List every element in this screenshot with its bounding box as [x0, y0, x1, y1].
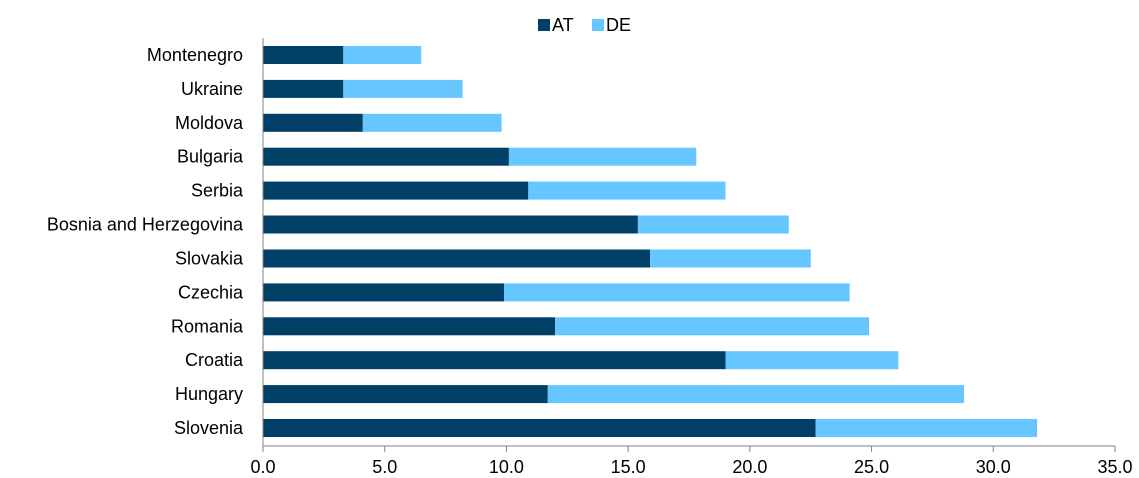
category-labels: Montenegro Ukraine Moldova Bulgaria Serbia Bo…	[47, 45, 244, 438]
bar-at-slovenia	[263, 419, 816, 437]
bar-de-ukraine	[343, 79, 463, 98]
category-label-ukraine: Ukraine	[181, 79, 243, 99]
x-tick-label: 5.0	[372, 457, 397, 477]
x-tick-label: 30.0	[976, 457, 1011, 477]
bar-at-czechia	[263, 283, 504, 302]
bar-at-hungary	[263, 385, 548, 404]
bar-de-serbia	[528, 181, 726, 200]
legend-swatch-at	[538, 19, 550, 31]
bar-at-romania	[263, 317, 556, 336]
x-tick-label: 25.0	[854, 457, 889, 477]
bar-de-slovenia	[815, 419, 1038, 437]
bar-de-czechia	[504, 283, 850, 302]
legend-swatch-de	[592, 19, 604, 31]
bar-de-bosnia-and-herzegovina	[637, 215, 789, 234]
legend-label-de: DE	[606, 15, 631, 35]
category-label-romania: Romania	[171, 316, 244, 336]
x-tick-label: 0.0	[250, 457, 275, 477]
category-label-croatia: Croatia	[185, 350, 244, 370]
bar-at-slovakia	[263, 249, 651, 268]
legend-label-at: AT	[552, 15, 574, 35]
category-label-slovenia: Slovenia	[174, 418, 244, 438]
category-label-moldova: Moldova	[175, 113, 244, 133]
bar-de-slovakia	[650, 249, 811, 268]
bar-de-bulgaria	[508, 147, 697, 166]
bar-at-montenegro	[263, 46, 344, 64]
bar-at-moldova	[263, 113, 363, 132]
bar-at-bosnia-and-herzegovina	[263, 215, 638, 234]
category-label-czechia: Czechia	[178, 282, 244, 302]
bar-de-hungary	[547, 385, 965, 404]
x-tick-label: 15.0	[611, 457, 646, 477]
x-tick-label: 35.0	[1097, 457, 1132, 477]
x-axis-ticks: 0.0 5.0 10.0 15.0 20.0 25.0 30.0 35.0	[250, 445, 1133, 477]
bar-at-ukraine	[263, 79, 344, 98]
legend: AT DE	[538, 15, 631, 35]
bar-at-croatia	[263, 351, 726, 370]
bar-de-croatia	[725, 351, 899, 370]
category-label-slovakia: Slovakia	[175, 249, 244, 269]
category-label-bulgaria: Bulgaria	[177, 147, 244, 167]
x-tick-label: 10.0	[489, 457, 524, 477]
bar-at-bulgaria	[263, 147, 509, 166]
category-label-serbia: Serbia	[191, 181, 244, 201]
bar-at-serbia	[263, 181, 529, 200]
category-label-hungary: Hungary	[175, 384, 243, 404]
x-tick-label: 20.0	[732, 457, 767, 477]
category-label-bosnia-and-herzegovina: Bosnia and Herzegovina	[47, 215, 244, 235]
category-label-montenegro: Montenegro	[147, 45, 243, 65]
bars	[263, 46, 1038, 437]
bar-de-romania	[555, 317, 870, 336]
bar-de-moldova	[362, 113, 502, 132]
bar-de-montenegro	[343, 46, 422, 64]
